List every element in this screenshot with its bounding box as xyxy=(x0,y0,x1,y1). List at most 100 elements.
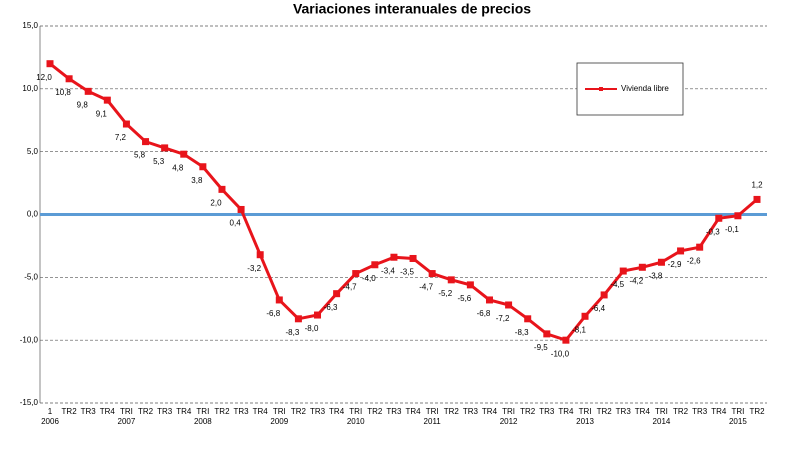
y-tick-label: 10,0 xyxy=(22,84,38,93)
x-tick-label: TRI xyxy=(655,407,668,416)
data-label: -3,2 xyxy=(247,264,261,273)
point-marker xyxy=(275,296,283,304)
year-label: 2010 xyxy=(347,417,365,426)
point-marker xyxy=(142,138,150,146)
point-marker xyxy=(657,258,665,266)
point-marker xyxy=(734,212,742,220)
x-tick-label: TR2 xyxy=(749,407,765,416)
point-marker xyxy=(715,214,723,222)
point-marker xyxy=(65,75,73,83)
data-label: 4,8 xyxy=(172,163,184,172)
point-marker xyxy=(371,261,379,269)
x-tick-label: TRI xyxy=(731,407,744,416)
point-marker xyxy=(505,301,513,309)
year-label: 2012 xyxy=(500,417,518,426)
point-marker xyxy=(466,281,474,289)
legend-marker xyxy=(599,87,603,91)
data-label: -4,2 xyxy=(629,276,643,285)
year-label: 2014 xyxy=(653,417,671,426)
year-label: 2006 xyxy=(41,417,59,426)
point-marker xyxy=(314,311,322,319)
data-label: -0,3 xyxy=(706,227,720,236)
data-label: -3,8 xyxy=(649,271,663,280)
x-tick-label: TRI xyxy=(349,407,362,416)
x-tick-label: TR3 xyxy=(234,407,250,416)
x-tick-label: TR3 xyxy=(616,407,632,416)
y-tick-label: -10,0 xyxy=(20,335,39,344)
x-tick-label: TR3 xyxy=(386,407,402,416)
point-marker xyxy=(294,315,302,323)
data-label: -0,1 xyxy=(725,225,739,234)
year-label: 2015 xyxy=(729,417,747,426)
x-tick-label: TR3 xyxy=(310,407,326,416)
point-marker xyxy=(600,291,608,299)
point-marker xyxy=(409,254,417,262)
data-label: -8,0 xyxy=(305,324,319,333)
x-tick-label: TR4 xyxy=(711,407,727,416)
data-label: -2,6 xyxy=(687,256,701,265)
y-tick-label: -15,0 xyxy=(20,398,39,407)
x-tick-label: TR2 xyxy=(138,407,154,416)
data-label: -6,4 xyxy=(591,304,605,313)
x-tick-label: TR4 xyxy=(176,407,192,416)
x-tick-label: TR4 xyxy=(405,407,421,416)
point-marker xyxy=(352,270,360,278)
data-label: 5,3 xyxy=(153,157,165,166)
data-label: -3,5 xyxy=(400,268,414,277)
point-marker xyxy=(543,330,551,338)
data-label: -4,5 xyxy=(610,280,624,289)
data-label: -8,3 xyxy=(515,328,529,337)
data-label: -7,2 xyxy=(496,314,510,323)
x-tick-label: TR2 xyxy=(597,407,613,416)
point-marker xyxy=(218,185,226,193)
y-tick-label: -5,0 xyxy=(24,272,38,281)
data-label: -4,0 xyxy=(362,274,376,283)
data-label: -8,3 xyxy=(286,328,300,337)
point-marker xyxy=(485,296,493,304)
x-tick-label: TRI xyxy=(426,407,439,416)
x-tick-label: TR2 xyxy=(444,407,460,416)
point-marker xyxy=(237,205,245,213)
x-tick-label: TR3 xyxy=(157,407,173,416)
year-label: 2008 xyxy=(194,417,212,426)
data-label: -3,4 xyxy=(381,266,395,275)
x-tick-label: TR2 xyxy=(367,407,383,416)
data-label: -2,9 xyxy=(668,260,682,269)
x-tick-label: TR4 xyxy=(558,407,574,416)
data-label: 0,4 xyxy=(230,219,242,228)
point-marker xyxy=(122,120,130,128)
point-marker xyxy=(390,253,398,261)
x-tick-label: TR4 xyxy=(482,407,498,416)
data-label: -6,8 xyxy=(477,309,491,318)
data-label: -4,7 xyxy=(419,283,433,292)
point-marker xyxy=(103,96,111,104)
data-label: -6,3 xyxy=(324,303,338,312)
data-label: 1,2 xyxy=(751,181,763,190)
x-tick-label: TR3 xyxy=(463,407,479,416)
data-label: 5,8 xyxy=(134,151,146,160)
data-label: 9,8 xyxy=(77,100,89,109)
x-tick-label: TRI xyxy=(579,407,592,416)
point-marker xyxy=(256,251,264,259)
x-tick-label: TR3 xyxy=(81,407,97,416)
point-marker xyxy=(428,270,436,278)
point-marker xyxy=(581,312,589,320)
x-tick-label: TR2 xyxy=(291,407,307,416)
year-label: 2013 xyxy=(576,417,594,426)
legend-label: Vivienda libre xyxy=(621,84,669,93)
data-label: -9,5 xyxy=(534,343,548,352)
point-marker xyxy=(199,163,207,171)
legend-box xyxy=(576,62,684,116)
x-tick-label: TRI xyxy=(120,407,133,416)
x-tick-label: TR3 xyxy=(539,407,555,416)
chart-title: Variaciones interanuales de precios xyxy=(293,1,531,17)
y-tick-label: 5,0 xyxy=(27,147,39,156)
x-tick-label: TRI xyxy=(273,407,286,416)
point-marker xyxy=(180,150,188,158)
point-marker xyxy=(333,290,341,298)
data-label: 3,8 xyxy=(191,176,203,185)
x-tick-label: TRI xyxy=(196,407,209,416)
x-tick-label: TR2 xyxy=(214,407,230,416)
